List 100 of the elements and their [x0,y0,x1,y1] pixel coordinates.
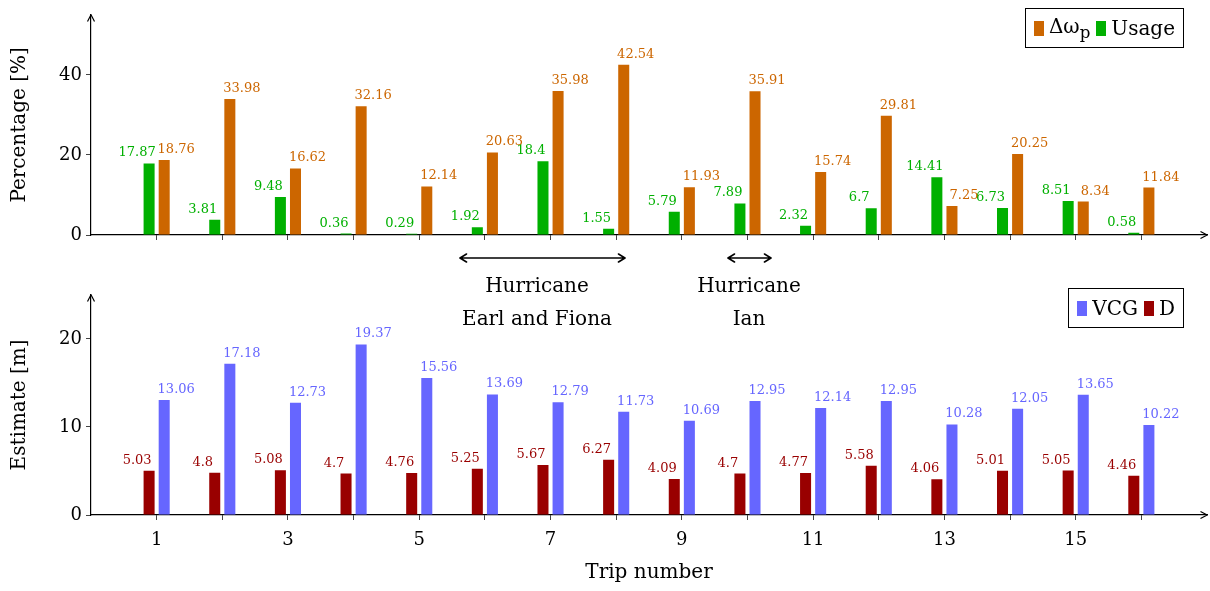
data-label: 11.93 [682,168,720,184]
data-label: 16.62 [288,149,327,165]
bar [158,399,170,515]
bar [552,90,564,235]
y-tick-label: 0 [70,222,82,244]
x-tick-label: 1 [150,528,163,550]
bar [931,479,943,515]
bar [1062,200,1074,235]
data-label: 5.79 [647,192,677,208]
data-label: 33.98 [223,79,261,95]
data-label: 12.79 [551,383,589,399]
bar [143,470,155,515]
data-label: 12.14 [420,167,458,183]
annotation: Hurricane Ian [697,272,801,332]
data-label: 17.87 [118,144,156,160]
data-label: 12.73 [288,383,327,399]
annotation: Hurricane Earl and Fiona [462,272,612,332]
bar [471,227,483,235]
data-label: 11.73 [617,392,655,408]
data-label: 13.65 [1076,375,1114,391]
data-label: 10.28 [945,405,983,421]
legend-label: VCG [1092,296,1138,320]
x-tick-label: 9 [676,528,688,550]
bar [552,402,564,515]
data-label: 1.92 [450,208,480,224]
bar [734,203,746,235]
bar [880,400,892,515]
bar [603,459,615,515]
bar [274,470,286,515]
bar [618,411,630,515]
bar [143,163,155,235]
data-label: 20.25 [1011,134,1049,150]
data-label: 15.56 [420,358,458,374]
bar [618,64,630,235]
data-label: 18.76 [157,140,195,156]
data-label: 4.7 [717,454,739,470]
bar [537,465,549,515]
data-label: 5.08 [253,451,283,467]
y-tick-label: 20 [59,326,82,348]
bar [1062,470,1074,515]
data-label: 29.81 [879,96,917,112]
bar [224,363,236,515]
bar [1012,408,1024,515]
data-label: 6.7 [848,189,870,205]
data-label: 4.09 [647,459,677,475]
data-label: 11.84 [1142,168,1180,184]
legend-label: Usage [1111,16,1175,40]
data-label: 12.95 [879,381,917,397]
bar [471,468,483,515]
data-label: 4.7 [323,454,345,470]
y-tick-label: 0 [70,502,82,524]
x-tick-label: 13 [932,528,956,550]
data-label: 15.74 [814,152,852,168]
data-label: 0.36 [319,214,349,230]
data-label: 35.91 [748,72,786,88]
bar [668,211,680,235]
data-label: 42.54 [617,45,655,61]
bar [800,472,812,515]
data-label: 4.8 [192,453,214,469]
data-label: 4.77 [779,453,809,469]
data-label: 12.05 [1011,389,1049,405]
bar [997,208,1009,235]
bar [289,168,301,235]
data-label: 6.73 [976,189,1005,205]
x-tick-label: 11 [801,528,825,550]
y-axis-title: Estimate [m] [6,339,31,471]
data-label: 4.46 [1107,456,1137,472]
data-label: 5.05 [1041,451,1071,467]
data-label: 32.16 [354,87,392,103]
data-label: 13.69 [485,375,524,391]
bar [421,377,433,515]
data-label: 14.41 [906,158,944,174]
data-label: 3.81 [188,200,218,216]
bar [355,344,367,515]
bar [668,478,680,515]
legend-label: Δω$_{p}$ [1048,14,1091,42]
bar [880,115,892,235]
bar [289,402,301,515]
bar [865,465,877,515]
bar [931,177,943,235]
data-label: 5.67 [516,446,546,462]
bar [209,219,221,235]
x-tick-label: 15 [1064,528,1088,550]
bar [486,152,498,235]
data-label: 9.48 [253,178,283,194]
bar [946,424,958,515]
bar [683,187,695,235]
bar [1143,187,1155,235]
bar [603,228,615,235]
bar [224,98,236,235]
data-label: 5.03 [122,451,152,467]
data-label: 8.34 [1080,182,1110,198]
data-label: 5.25 [450,449,480,465]
data-label: 13.06 [157,380,195,396]
bar [340,473,352,515]
data-label: 12.14 [814,389,852,405]
bar [1143,424,1155,515]
data-label: 4.76 [385,454,415,470]
data-label: 17.18 [223,344,261,360]
bar [997,470,1009,515]
